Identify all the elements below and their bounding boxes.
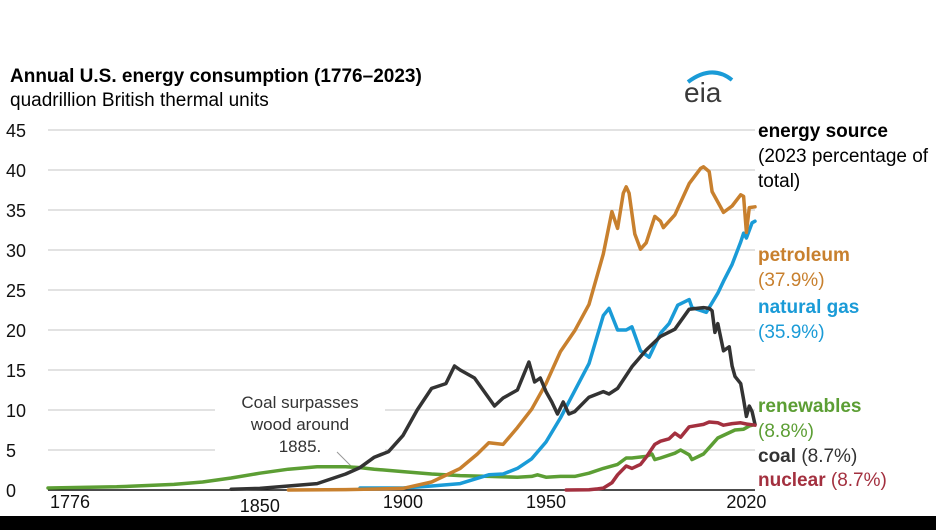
legend-share: (37.9%) (758, 270, 825, 291)
x-tick-label: 1900 (383, 492, 423, 512)
y-tick-label: 40 (6, 161, 26, 181)
chart-title: Annual U.S. energy consumption (1776–202… (10, 66, 422, 87)
y-tick-label: 20 (6, 321, 26, 341)
legend-share: (35.9%) (758, 322, 825, 343)
series-line-nuclear (564, 420, 757, 492)
y-tick-label: 25 (6, 281, 26, 301)
y-tick-label: 15 (6, 361, 26, 381)
x-tick-label: 1776 (50, 492, 90, 512)
series-line-coal (229, 305, 757, 491)
series-line-renewables (46, 422, 757, 490)
y-tick-label: 45 (6, 121, 26, 141)
legend-natural-gas: natural gas (35.9%) (758, 295, 859, 345)
legend-label: nuclear (758, 470, 826, 491)
annotation-background (215, 388, 385, 463)
x-tick-label: 2020 (726, 492, 766, 512)
annotation-text: 1885. (279, 437, 322, 456)
legend-renewables: renewables (8.8%) (758, 394, 862, 444)
y-tick-label: 10 (6, 401, 26, 421)
series-line-natural-gas (358, 219, 757, 490)
legend-label: natural gas (758, 297, 860, 318)
series-line-petroleum (286, 165, 757, 492)
legend-title: energy source (2023 percentage of total) (758, 119, 933, 194)
legend-nuclear: nuclear (8.7%) (758, 468, 887, 493)
legend-subheading: (2023 percentage of total) (758, 146, 929, 192)
y-tick-label: 35 (6, 201, 26, 221)
legend-petroleum: petroleum (37.9%) (758, 243, 850, 293)
x-tick-label: 1950 (526, 492, 566, 512)
y-tick-label: 0 (6, 481, 16, 501)
legend-share: (8.8%) (758, 421, 814, 442)
legend-share: (8.7%) (830, 470, 887, 491)
bottom-bar (0, 516, 936, 530)
legend-label: coal (758, 446, 797, 467)
legend-label: petroleum (758, 245, 850, 266)
chart-subtitle: quadrillion British thermal units (10, 90, 269, 111)
annotation-text: wood around (250, 415, 349, 434)
annotation-text: Coal surpasses (241, 393, 358, 412)
x-tick-label: 1850 (240, 496, 280, 516)
legend-heading: energy source (758, 121, 888, 142)
legend-coal: coal (8.7%) (758, 444, 857, 469)
legend-label: renewables (758, 396, 862, 417)
y-tick-label: 5 (6, 441, 16, 461)
legend-share: (8.7%) (801, 446, 858, 467)
y-tick-label: 30 (6, 241, 26, 261)
